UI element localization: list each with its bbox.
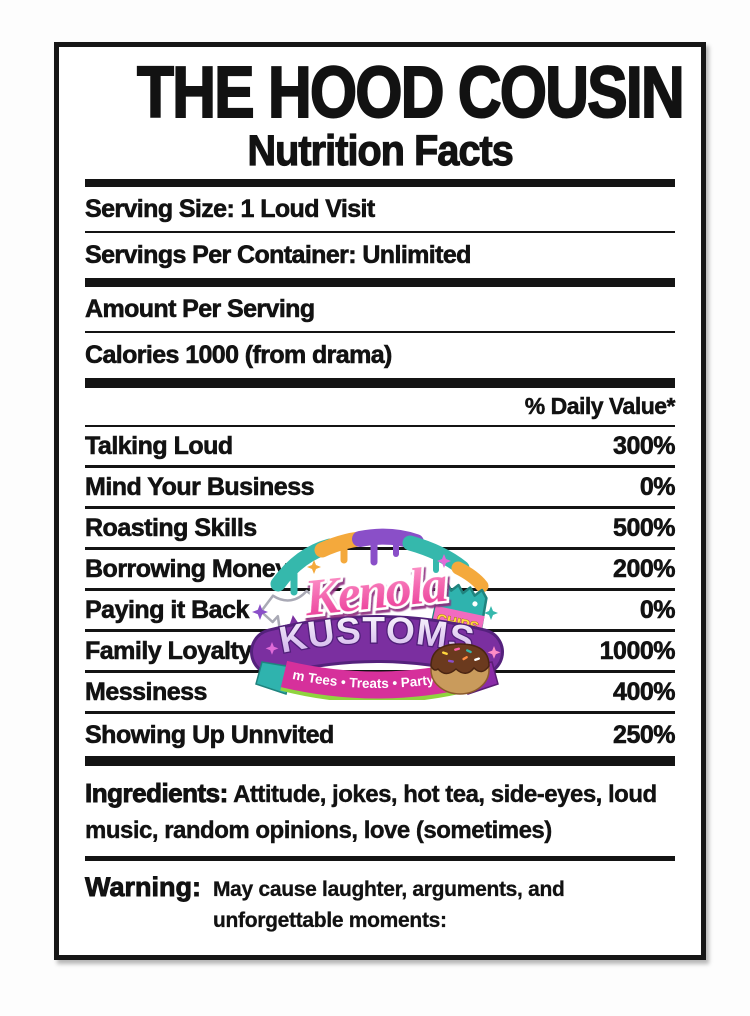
row-value: 500% xyxy=(613,513,676,542)
table-row: Roasting Skills 500% xyxy=(85,509,676,551)
row-value: 200% xyxy=(613,554,676,583)
table-row: Mind Your Business 0% xyxy=(85,468,676,510)
row-label: Messiness xyxy=(85,677,208,706)
daily-value-header: % Daily Value* xyxy=(85,388,676,428)
table-row: Talking Loud 300% xyxy=(85,427,676,469)
row-value: 250% xyxy=(613,720,676,749)
row-label: Roasting Skills xyxy=(85,513,258,542)
divider-medium xyxy=(85,856,675,862)
title-text: THE HOOD COUSIN xyxy=(136,53,685,133)
warning-label: Warning: xyxy=(85,872,202,903)
divider-thick xyxy=(85,278,675,288)
ingredients-paragraph: Ingredients: Attitude, jokes, hot tea, s… xyxy=(85,775,671,849)
divider-thick xyxy=(85,179,675,188)
row-value: 0% xyxy=(639,472,676,501)
table-row: Borrowing Money 200% xyxy=(85,550,676,592)
serving-size-line: Serving Size: 1 Loud Visit xyxy=(85,187,675,234)
table-row: Showing Up Unnvited 250% xyxy=(85,714,676,756)
warning-paragraph: Warning: May cause laughter, arguments, … xyxy=(85,870,675,936)
row-value: 1000% xyxy=(599,636,675,665)
page-title: THE HOOD COUSIN xyxy=(85,56,685,130)
amount-per-serving-line: Amount Per Serving xyxy=(85,287,675,334)
row-value: 0% xyxy=(639,595,676,624)
row-label: Showing Up Unnvited xyxy=(85,720,335,749)
nutrition-facts-box: THE HOOD COUSIN Nutrition Facts Serving … xyxy=(54,42,706,960)
subtitle: Nutrition Facts xyxy=(85,127,675,175)
row-label: Mind Your Business xyxy=(85,472,315,501)
table-row: Paying it Back 0% xyxy=(85,591,676,633)
warning-text: May cause laughter, arguments, and unfor… xyxy=(212,878,565,933)
ingredients-label: Ingredients: xyxy=(85,778,229,809)
calories-line: Calories 1000 (from drama) xyxy=(85,341,393,370)
divider-thick xyxy=(85,756,675,767)
servings-per-container-line: Servings Per Container: Unlimited xyxy=(85,241,472,270)
row-value: 300% xyxy=(613,431,676,460)
row-label: Family Loyalty xyxy=(85,636,253,665)
row-value: 400% xyxy=(613,677,676,706)
ingredients-text: Attitude, jokes, hot tea, side-eyes, lou… xyxy=(85,781,658,845)
divider-thick xyxy=(85,378,675,389)
subtitle-text: Nutrition Facts xyxy=(247,127,514,175)
row-label: Talking Loud xyxy=(85,431,234,460)
row-label: Paying it Back xyxy=(85,595,250,624)
row-label: Borrowing Money xyxy=(85,554,290,583)
table-row: Messiness 400% xyxy=(85,673,676,715)
table-row: Family Loyalty 1000% xyxy=(85,632,676,674)
